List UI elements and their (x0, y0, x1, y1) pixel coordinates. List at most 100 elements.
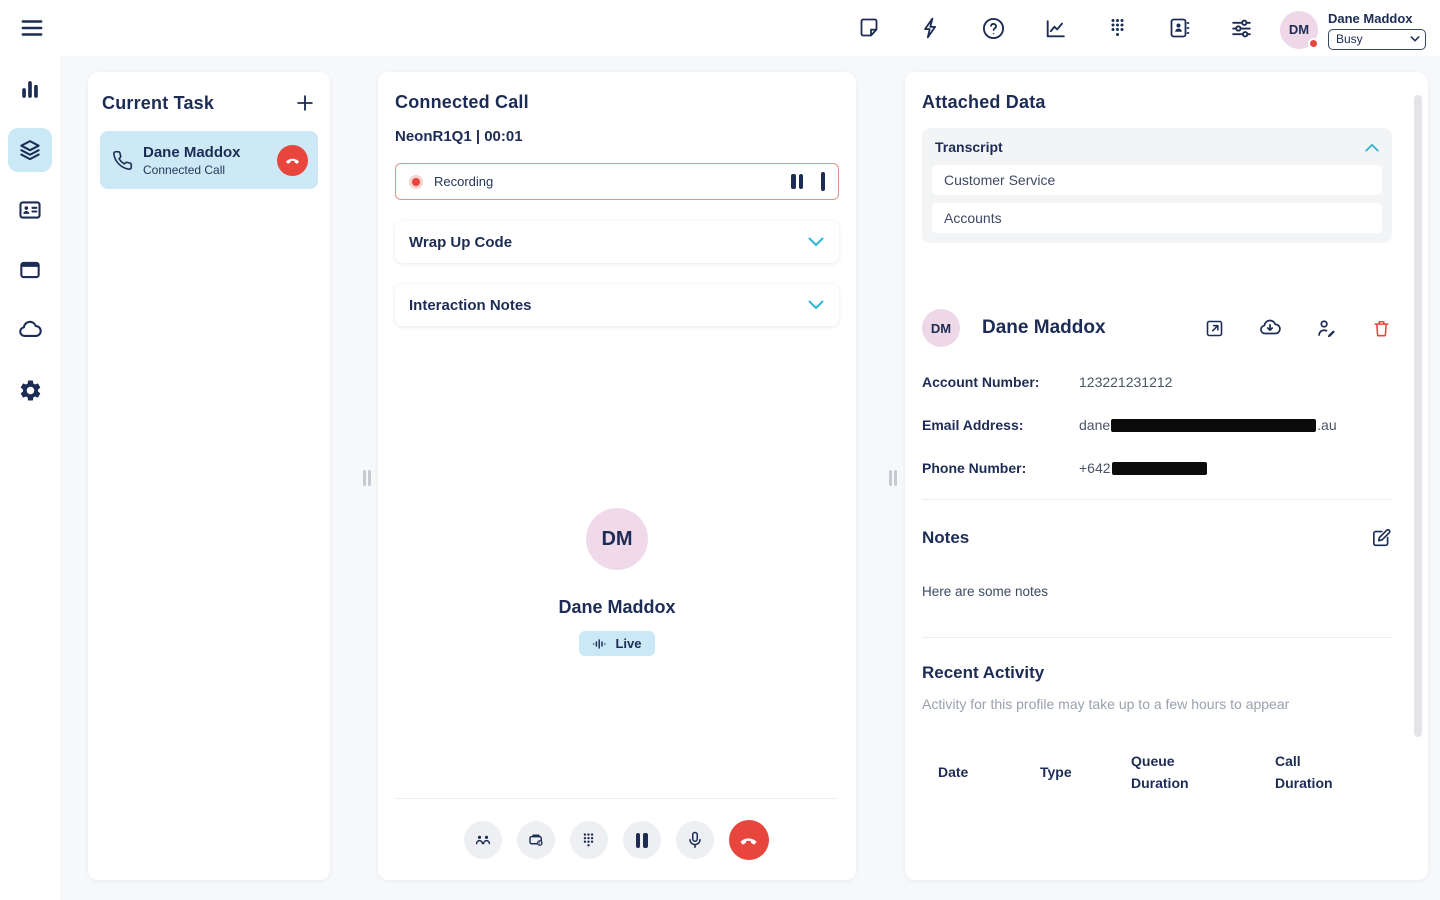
window-icon (20, 261, 40, 279)
flash-icon (924, 17, 936, 39)
collapse-transcript-button[interactable] (1364, 142, 1380, 153)
task-contact-name: Dane Maddox (143, 143, 241, 161)
panel-resize-handle[interactable] (889, 470, 897, 486)
delete-contact-button[interactable] (1371, 318, 1392, 339)
chevron-down-icon (808, 300, 824, 309)
help-button[interactable] (980, 15, 1006, 41)
bar-chart-icon (22, 81, 38, 98)
task-card[interactable]: Dane Maddox Connected Call (100, 131, 318, 189)
hold-button[interactable] (622, 821, 661, 859)
help-icon (982, 17, 1004, 39)
notes-pad-button[interactable] (856, 15, 882, 41)
dialpad-icon (1111, 19, 1124, 36)
cloud-icon (19, 320, 42, 337)
stop-icon (821, 172, 825, 191)
field-label: Phone Number: (922, 460, 1027, 476)
field-label: Email Address: (922, 417, 1024, 433)
download-profile-button[interactable] (1258, 316, 1282, 340)
panel-resize-handle[interactable] (363, 470, 371, 486)
contact-field-row: Phone Number: +642 (922, 460, 1411, 476)
transfer-button[interactable] (463, 821, 502, 859)
nav-window-button[interactable] (8, 248, 52, 292)
interaction-notes-section[interactable]: Interaction Notes (395, 284, 839, 326)
contact-field-row: Email Address: dane .au (922, 417, 1411, 433)
preferences-button[interactable] (1228, 15, 1254, 41)
open-in-new-icon (1206, 320, 1223, 336)
chevron-up-icon (1365, 143, 1379, 151)
end-call-icon (286, 158, 299, 164)
pause-recording-button[interactable] (791, 174, 803, 189)
contact-avatar: DM (922, 309, 960, 347)
contact-initials: DM (930, 320, 952, 336)
recent-activity-title: Recent Activity (922, 663, 1045, 682)
current-task-title: Current Task (102, 92, 215, 113)
redaction-bar (1111, 461, 1207, 475)
attached-data-panel: Attached Data Transcript Customer Servic… (905, 72, 1428, 880)
divider (922, 637, 1392, 638)
hold-icon (635, 832, 648, 848)
scrollbar-thumb[interactable] (1414, 95, 1422, 737)
task-end-call-button[interactable] (277, 144, 308, 176)
recent-activity-subtitle: Activity for this profile may take up to… (922, 696, 1290, 712)
contact-header: DM Dane Maddox (922, 309, 1411, 347)
topbar: DM Dane Maddox Busy (0, 0, 1440, 56)
status-select[interactable]: Busy (1328, 28, 1426, 50)
dialpad-control-button[interactable] (569, 821, 608, 859)
layers-icon (20, 140, 40, 161)
column-header-queue-duration: Queue Duration (1131, 753, 1189, 791)
column-header-type: Type (1040, 764, 1072, 781)
analytics-button[interactable] (1042, 15, 1068, 41)
line-chart-icon (1046, 19, 1065, 37)
nav-tasks-button[interactable] (8, 128, 52, 172)
column-header-date: Date (938, 764, 969, 781)
phone-icon (113, 150, 133, 170)
edit-contact-button[interactable] (1315, 317, 1338, 340)
call-queue-timer: NeonR1Q1 | 00:01 (395, 128, 523, 145)
tune-sliders-icon (1231, 19, 1251, 37)
chevron-down-icon (808, 237, 824, 246)
pause-icon (791, 174, 803, 189)
microphone-icon (688, 831, 701, 848)
quick-actions-button[interactable] (918, 15, 944, 41)
nav-contacts-button[interactable] (8, 188, 52, 232)
menu-button[interactable] (16, 12, 48, 44)
redaction-bar (1111, 418, 1317, 432)
contact-card-icon (19, 201, 41, 219)
user-name: Dane Maddox (1328, 10, 1413, 26)
connected-call-panel: Connected Call NeonR1Q1 | 00:01 Recordin… (378, 72, 856, 880)
transcript-item[interactable]: Accounts (932, 203, 1382, 233)
participant-name: Dane Maddox (558, 597, 676, 617)
nav-dashboard-button[interactable] (8, 68, 52, 112)
transcript-item[interactable]: Customer Service (932, 165, 1382, 195)
nav-cloud-button[interactable] (8, 308, 52, 352)
divider (922, 499, 1392, 500)
trash-icon (1374, 320, 1389, 336)
edit-notes-button[interactable] (1370, 527, 1392, 549)
field-label: Account Number: (922, 374, 1040, 390)
stop-recording-button[interactable] (821, 172, 825, 191)
user-meta: Dane Maddox Busy (1328, 7, 1426, 50)
dialpad-button[interactable] (1104, 15, 1130, 41)
wrap-up-code-section[interactable]: Wrap Up Code (395, 221, 839, 263)
avatar[interactable]: DM (1280, 10, 1319, 49)
recording-dot-icon (409, 174, 423, 189)
open-profile-button[interactable] (1204, 318, 1225, 339)
attached-data-title: Attached Data (922, 92, 1046, 112)
plus-icon (297, 95, 313, 111)
contacts-button[interactable] (1166, 15, 1192, 41)
nav-rail (0, 56, 60, 900)
recorder-button[interactable] (516, 821, 555, 859)
end-call-button[interactable] (728, 820, 769, 860)
email-value: dane .au (1079, 417, 1337, 433)
conference-icon (475, 835, 490, 845)
live-badge: Live (579, 631, 655, 656)
transcript-label: Transcript (935, 139, 1003, 155)
nav-settings-button[interactable] (8, 368, 52, 412)
add-task-button[interactable] (294, 92, 316, 114)
note-icon (860, 18, 878, 37)
current-task-panel: Current Task Dane Maddox Connected Call (88, 72, 330, 880)
task-state: Connected Call (143, 162, 226, 177)
mute-button[interactable] (675, 821, 714, 859)
person-edit-icon (1318, 319, 1335, 337)
participant-initials: DM (601, 527, 633, 550)
